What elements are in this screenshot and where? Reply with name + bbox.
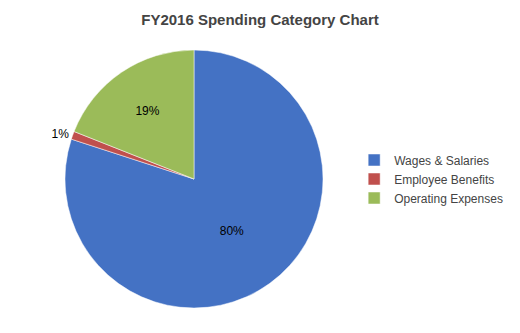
- svg-text:1%: 1%: [51, 127, 69, 141]
- svg-text:80%: 80%: [220, 224, 244, 238]
- svg-text:Employee Benefits: Employee Benefits: [394, 173, 494, 187]
- svg-text:FY2016 Spending Category Chart: FY2016 Spending Category Chart: [141, 11, 379, 28]
- svg-text:Operating Expenses: Operating Expenses: [394, 192, 503, 206]
- svg-text:Wages & Salaries: Wages & Salaries: [394, 154, 489, 168]
- svg-text:19%: 19%: [135, 104, 159, 118]
